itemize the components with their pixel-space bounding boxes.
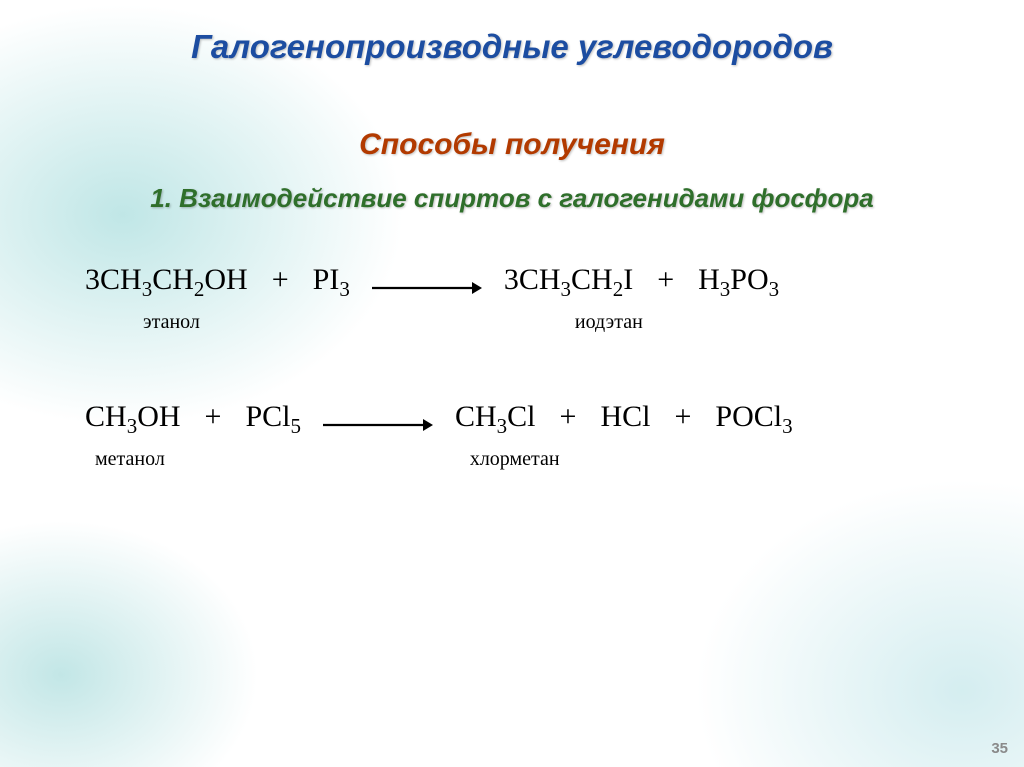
plus-sign: + bbox=[205, 400, 222, 434]
r1-product-1: 3CH3CH2I bbox=[504, 263, 633, 297]
plus-sign: + bbox=[657, 263, 674, 297]
slide: Галогенопроизводные углеводородов Способ… bbox=[0, 0, 1024, 767]
r1-label-reactant: этанол bbox=[143, 311, 200, 334]
reaction-arrow-icon bbox=[372, 271, 482, 289]
reaction-2: CH3OH + PCl5 CH3Cl + HCl + POCl3 bbox=[85, 400, 974, 434]
r1-product-2: H3PO3 bbox=[698, 263, 779, 297]
r1-reactant-2: PI3 bbox=[313, 263, 350, 297]
slide-subtitle: Способы получения bbox=[50, 128, 974, 162]
r2-label-product: хлорметан bbox=[470, 448, 560, 471]
r2-product-3: POCl3 bbox=[715, 400, 792, 434]
reaction-1: 3CH3CH2OH + PI3 3CH3CH2I + H3PO3 bbox=[85, 263, 974, 297]
r2-reactant-1: CH3OH bbox=[85, 400, 181, 434]
reaction-2-labels: метанол хлорметан bbox=[85, 448, 974, 471]
r2-reactant-2: PCl5 bbox=[245, 400, 301, 434]
section-heading: 1. Взаимодействие спиртов с галогенидами… bbox=[50, 182, 974, 215]
r2-product-1: CH3Cl bbox=[455, 400, 536, 434]
r2-product-2: HCl bbox=[600, 400, 650, 434]
slide-title: Галогенопроизводные углеводородов bbox=[50, 28, 974, 66]
reaction-1-labels: этанол иодэтан bbox=[85, 311, 974, 334]
plus-sign: + bbox=[674, 400, 691, 434]
reaction-arrow-icon bbox=[323, 408, 433, 426]
page-number: 35 bbox=[991, 740, 1008, 757]
r2-label-reactant: метанол bbox=[95, 448, 165, 471]
r1-label-product: иодэтан bbox=[575, 311, 643, 334]
plus-sign: + bbox=[272, 263, 289, 297]
r1-reactant-1: 3CH3CH2OH bbox=[85, 263, 248, 297]
plus-sign: + bbox=[560, 400, 577, 434]
